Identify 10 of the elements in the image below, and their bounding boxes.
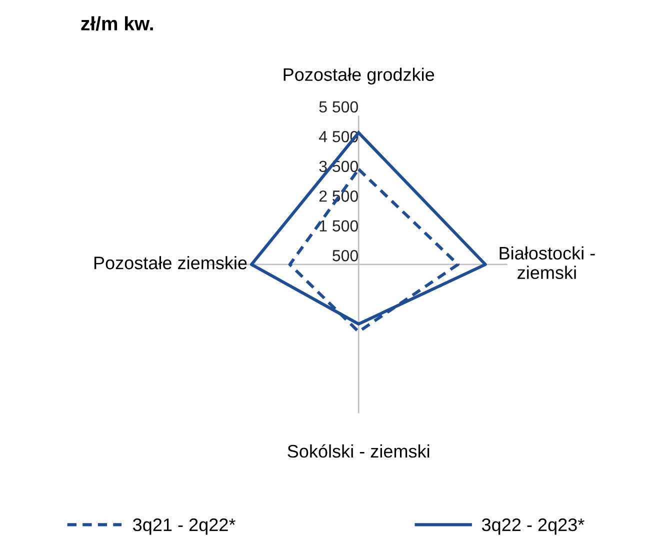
y-tick-label: 500 xyxy=(332,250,358,262)
legend-label: 3q21 - 2q22* xyxy=(133,518,236,535)
y-tick-label: 1 500 xyxy=(320,220,358,232)
spoke-label: Pozostałe grodzkie xyxy=(284,68,434,85)
spoke-label: Sokólski - ziemski xyxy=(288,444,430,458)
spoke-label: Pozostałe ziemskie xyxy=(94,256,247,270)
y-tick-label: 5 500 xyxy=(319,101,358,113)
legend-label: 3q22 - 2q23* xyxy=(482,518,584,535)
text: zł/m kw. xyxy=(81,16,153,31)
spoke-label: Białostocki - ziemski xyxy=(500,246,595,280)
